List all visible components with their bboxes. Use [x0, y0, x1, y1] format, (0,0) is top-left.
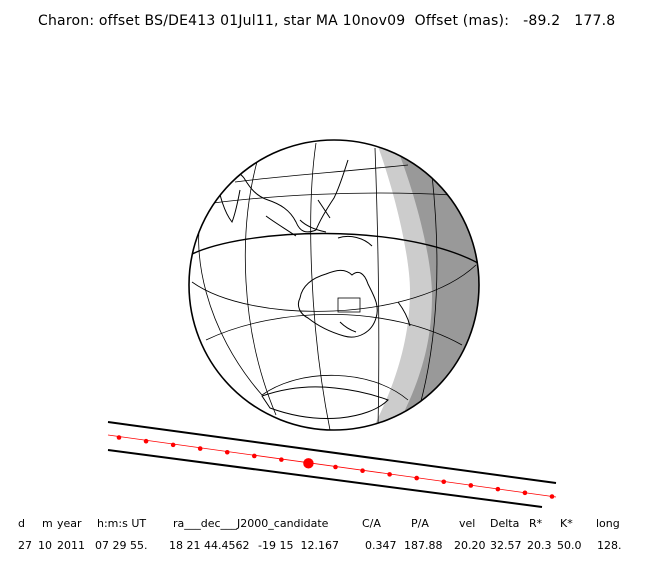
shadow-edge-south	[107, 449, 543, 508]
time-ticks	[116, 435, 555, 499]
time-tick-marker	[333, 464, 338, 470]
value-long: 128.	[597, 539, 622, 552]
parallel-line	[197, 192, 453, 206]
parallel-line	[205, 313, 463, 346]
value-ca: 0.347	[365, 539, 397, 552]
time-tick-marker	[468, 483, 474, 488]
time-tick-marker	[170, 442, 176, 448]
header-rstar: R*	[529, 517, 543, 530]
value-pa: 187.88	[404, 539, 443, 552]
value-dec: -19 15 12.167	[258, 539, 339, 552]
asia-outline	[209, 149, 349, 233]
data-table-values: 27 10 2011 07 29 55. 18 21 44.4562 -19 1…	[0, 539, 646, 555]
time-tick-marker	[387, 472, 392, 477]
header-pa: P/A	[411, 517, 429, 530]
island-outline	[337, 235, 373, 247]
time-tick-marker	[252, 453, 257, 459]
header-delta: Delta	[490, 517, 520, 530]
header-vel: vel	[459, 517, 476, 530]
parallel-line	[234, 164, 409, 183]
globe	[188, 139, 480, 431]
time-tick-marker	[522, 490, 528, 496]
value-ra: 18 21 44.4562	[169, 539, 250, 552]
value-hms: 07 29 55.	[95, 539, 148, 552]
value-d: 27	[18, 539, 32, 552]
value-year: 2011	[57, 539, 85, 552]
time-tick-marker	[360, 468, 365, 473]
value-kstar: 50.0	[557, 539, 582, 552]
header-year: year	[57, 517, 82, 530]
meridian-line	[374, 147, 380, 429]
shadow-edge-north	[107, 421, 557, 484]
value-vel: 20.20	[454, 539, 486, 552]
data-table-header: d m year h:m:s UT ra___dec___J2000_candi…	[0, 517, 646, 533]
time-tick-marker	[414, 475, 419, 481]
time-tick-marker	[143, 438, 149, 444]
island-outline	[299, 219, 327, 233]
time-tick-marker	[224, 449, 230, 455]
island-outline	[339, 321, 357, 333]
time-tick-marker	[495, 486, 501, 492]
time-tick-marker	[549, 494, 555, 499]
region-box	[337, 297, 361, 313]
time-tick-marker	[197, 446, 203, 451]
shadow-center-line	[107, 434, 557, 498]
time-tick-marker	[441, 479, 447, 485]
island-outline	[265, 215, 297, 237]
equator-line	[189, 232, 479, 264]
island-outline	[317, 199, 331, 219]
header-hms: h:m:s UT	[97, 517, 147, 530]
meridian-line	[244, 157, 277, 416]
shadow-path	[107, 421, 557, 508]
island-outline	[397, 301, 411, 327]
parallel-line	[261, 374, 409, 401]
header-kstar: K*	[560, 517, 573, 530]
australia-outline	[297, 269, 378, 338]
time-tick-marker	[279, 457, 284, 462]
globe-outline	[188, 139, 480, 431]
header-m: m	[42, 517, 53, 530]
time-tick-marker	[116, 435, 122, 440]
value-m: 10	[38, 539, 52, 552]
value-delta: 32.57	[490, 539, 522, 552]
closest-approach-marker	[303, 458, 314, 469]
header-d: d	[18, 517, 25, 530]
parallel-line	[191, 264, 477, 312]
plot-title: Charon: offset BS/DE413 01Jul11, star MA…	[38, 13, 616, 29]
header-ca: C/A	[362, 517, 381, 530]
antarctica-outline	[261, 386, 389, 419]
value-rstar: 20.3	[527, 539, 552, 552]
header-long: long	[596, 517, 620, 530]
meridian-line	[310, 142, 331, 430]
header-radec: ra___dec___J2000_candidate	[173, 517, 329, 530]
